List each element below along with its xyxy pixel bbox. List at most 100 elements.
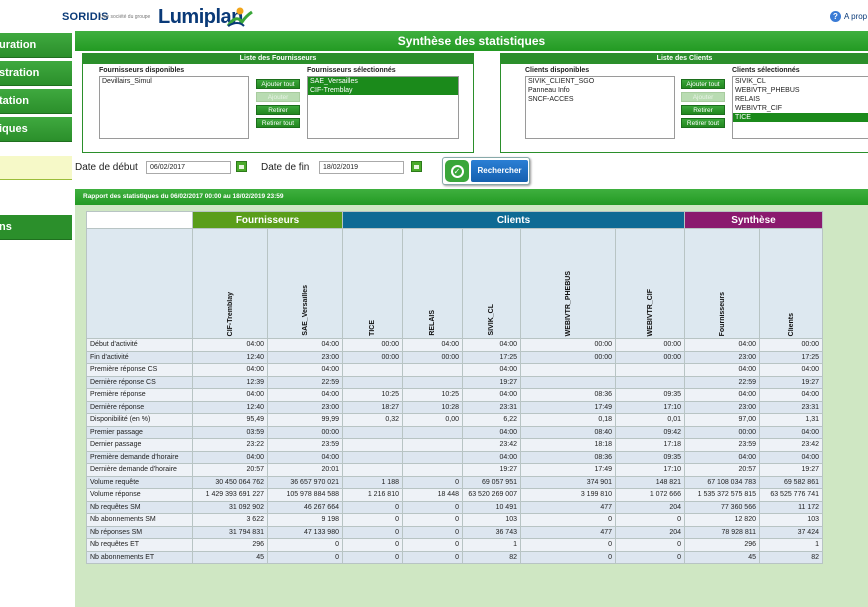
table-cell: 04:00: [192, 450, 268, 464]
table-cell: 09:35: [615, 388, 685, 402]
table-cell: 20:57: [684, 463, 760, 477]
table-row: Premier passage 03:59 00:00 04:00 08:40 09:42…: [86, 425, 823, 439]
table-cell: 9 198: [267, 513, 343, 527]
clients-remove-button[interactable]: Retirer: [681, 105, 725, 115]
table-cell: 23:42: [759, 438, 823, 452]
clients-available-list[interactable]: SIVIK_CLIENT_SGO Panneau Info SNCF-ACCES: [525, 76, 675, 139]
sidebar-item-options[interactable]: ns: [0, 215, 72, 240]
table-cell: 04:00: [684, 450, 760, 464]
table-cell: 0,00: [402, 413, 463, 427]
fournisseurs-add-button[interactable]: Ajouter: [256, 92, 300, 102]
row-label: Dernière réponse CS: [86, 375, 193, 389]
sidebar-item-statistiques[interactable]: iques: [0, 117, 72, 142]
list-item[interactable]: Panneau Info: [528, 87, 570, 94]
clients-add-all-button[interactable]: Ajouter tout: [681, 79, 725, 89]
help-label: A prop: [844, 12, 868, 21]
clients-add-button[interactable]: Ajouter: [681, 92, 725, 102]
brand-tagline: Une société du groupe: [100, 14, 151, 20]
list-item[interactable]: Devillairs_Simul: [102, 78, 152, 85]
list-item[interactable]: SIVIK_CLIENT_SGO: [528, 78, 595, 85]
table-cell: 10 491: [462, 500, 521, 514]
clients-remove-all-button[interactable]: Retirer tout: [681, 118, 725, 128]
table-cell: 17:10: [615, 400, 685, 414]
list-item[interactable]: TICE: [733, 113, 868, 122]
table-cell: 204: [615, 525, 685, 539]
fournisseurs-panel: Liste des Fournisseurs Fournisseurs disp…: [82, 53, 474, 153]
list-item[interactable]: SAE_Versailles: [308, 77, 458, 86]
fournisseurs-add-all-button[interactable]: Ajouter tout: [256, 79, 300, 89]
table-row: Volume requête 30 450 064 762 36 657 970 0…: [86, 475, 823, 489]
table-cell: 18:27: [342, 400, 403, 414]
sidebar-item-configuration[interactable]: uration: [0, 33, 72, 58]
list-item[interactable]: WEBIVTR_CIF: [735, 105, 783, 112]
table-cell: 23:31: [462, 400, 521, 414]
table-cell: 0: [520, 513, 616, 527]
table-cell: 10:25: [342, 388, 403, 402]
table-row: Nb requêtes ET 296 0 0 0 1 0 0 296 1: [86, 538, 823, 552]
table-row: Fin d'activité 12:40 23:00 00:00 00:00 17:25 0…: [86, 350, 823, 364]
sidebar-subitem-active[interactable]: [0, 156, 72, 180]
table-cell: 04:00: [267, 450, 343, 464]
calendar-icon[interactable]: [411, 161, 422, 172]
calendar-icon[interactable]: [236, 161, 247, 172]
help-link[interactable]: ? A prop: [830, 11, 867, 22]
table-cell: 19:27: [462, 375, 521, 389]
table-cell: 97,00: [684, 413, 760, 427]
column-header-label: CIF-Tremblay: [226, 291, 234, 336]
table-row: Début d'activité 04:00 04:00 00:00 04:00 04:0…: [86, 338, 823, 352]
fournisseurs-remove-button[interactable]: Retirer: [256, 105, 300, 115]
table-cell: 95,49: [192, 413, 268, 427]
table-cell: 82: [462, 550, 521, 564]
fournisseurs-selected-list[interactable]: SAE_Versailles CIF-Tremblay: [307, 76, 459, 139]
sidebar-item-label: tation: [0, 95, 29, 107]
list-item[interactable]: RELAIS: [735, 96, 760, 103]
end-date-input[interactable]: 18/02/2019: [319, 161, 404, 174]
table-cell: [520, 375, 616, 389]
row-label: Nb abonnements ET: [86, 550, 193, 564]
fournisseurs-remove-all-button[interactable]: Retirer tout: [256, 118, 300, 128]
table-cell: 148 821: [615, 475, 685, 489]
table-cell: 17:49: [520, 400, 616, 414]
table-cell: 17:10: [615, 463, 685, 477]
list-item[interactable]: SIVIK_CL: [735, 78, 766, 85]
soridis-logo: SORIDIS: [62, 11, 109, 23]
sidebar-item-administration[interactable]: stration: [0, 61, 72, 86]
list-item[interactable]: SNCF-ACCES: [528, 96, 574, 103]
column-header-label: SAE_Versailles: [301, 285, 309, 336]
column-header-label: TICE: [369, 320, 376, 336]
clients-selected-list[interactable]: SIVIK_CL WEBIVTR_PHEBUS RELAIS WEBIVTR_C…: [732, 76, 868, 139]
table-cell: 11 172: [759, 500, 823, 514]
table-cell: 12:39: [192, 375, 268, 389]
search-button[interactable]: ✓ Rechercher: [442, 157, 530, 185]
table-cell: 296: [192, 538, 268, 552]
table-cell: 63 520 269 007: [462, 488, 521, 502]
table-cell: 23:00: [267, 400, 343, 414]
table-cell: 23:00: [684, 350, 760, 364]
table-cell: 09:35: [615, 450, 685, 464]
table-cell: 00:00: [759, 338, 823, 352]
table-cell: 99,99: [267, 413, 343, 427]
table-cell: 0: [267, 538, 343, 552]
sidebar-item-exploitation[interactable]: tation: [0, 89, 72, 114]
table-cell: 18:18: [520, 438, 616, 452]
lumiplan-swoosh-icon: [226, 7, 253, 27]
fournisseurs-available-list[interactable]: Devillairs_Simul: [99, 76, 249, 139]
row-label: Volume requête: [86, 475, 193, 489]
table-row: Dernière réponse 12:40 23:00 18:27 10:28 23:3…: [86, 400, 823, 414]
column-header-blank: [86, 228, 193, 339]
table-cell: 03:59: [192, 425, 268, 439]
table-cell: 296: [684, 538, 760, 552]
start-date-input[interactable]: 06/02/2017: [146, 161, 231, 174]
table-cell: 0: [342, 525, 403, 539]
table-cell: 77 360 566: [684, 500, 760, 514]
table-cell: 19:27: [759, 375, 823, 389]
sidebar-item-label: ns: [0, 221, 12, 233]
table-cell: 10:28: [402, 400, 463, 414]
list-item[interactable]: CIF-Tremblay: [308, 86, 458, 95]
list-item[interactable]: WEBIVTR_PHEBUS: [735, 87, 800, 94]
table-cell: 19:27: [759, 463, 823, 477]
table-cell: 0: [520, 538, 616, 552]
row-label: Premier passage: [86, 425, 193, 439]
table-cell: [615, 363, 685, 377]
table-cell: [520, 363, 616, 377]
